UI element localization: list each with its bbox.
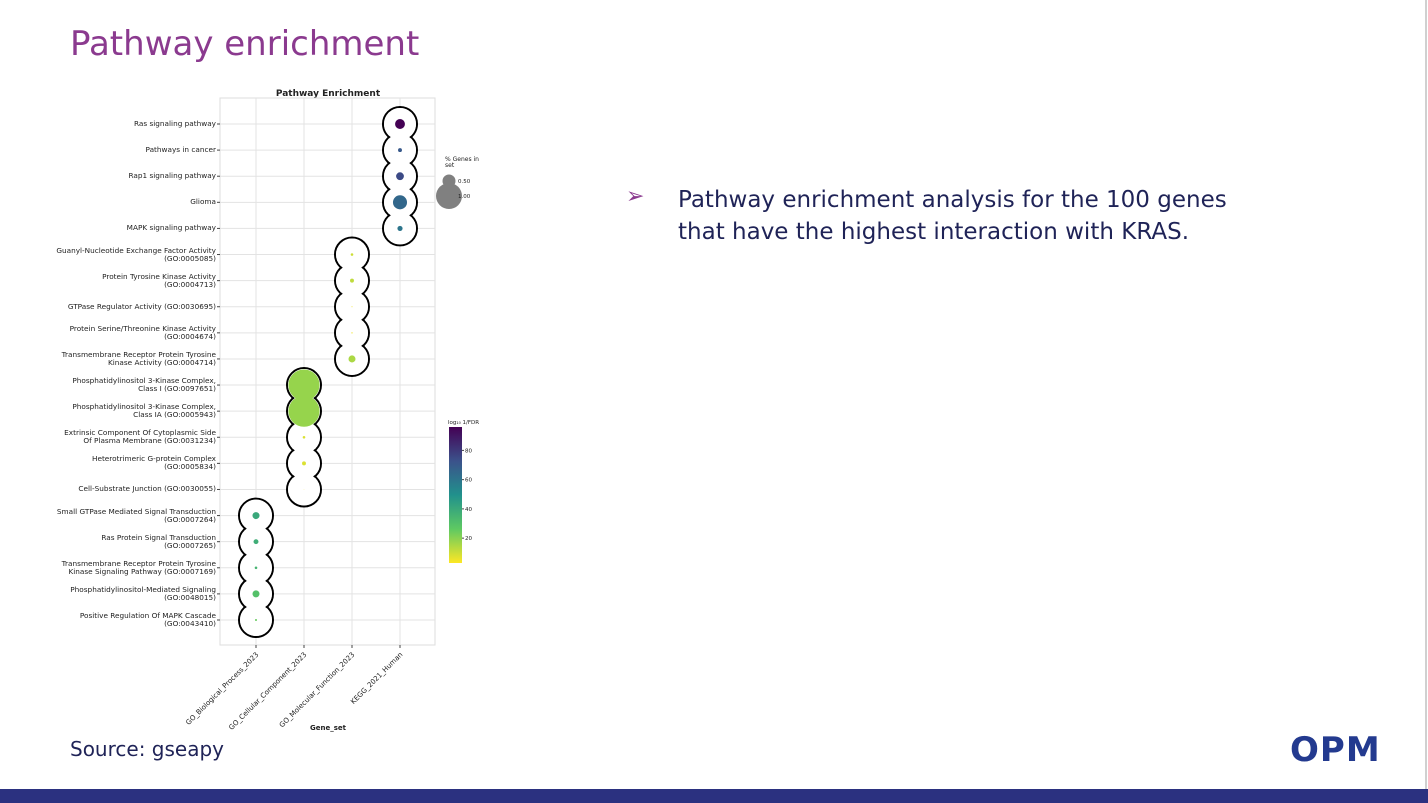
y-tick-label: MAPK signaling pathway — [126, 223, 216, 233]
size-legend-label: 0.50 — [458, 179, 471, 185]
dot — [398, 148, 402, 153]
colorbar-tick-label: 60 — [465, 478, 472, 484]
y-tick-label: GTPase Regulator Activity (GO:0030695) — [67, 301, 216, 311]
size-legend-label: 1.00 — [458, 194, 471, 200]
bullet-arrow: ➢ — [626, 184, 645, 209]
y-tick-label: Pathways in cancer — [145, 145, 217, 155]
slide-title: Pathway enrichment — [70, 24, 420, 64]
plot-frame — [219, 97, 436, 646]
dot — [302, 461, 306, 466]
y-tick-label: Protein Tyrosine Kinase Activity (GO:000… — [102, 271, 216, 289]
dot — [348, 355, 356, 363]
y-tick-label: Phosphatidylinositol-Mediated Signaling … — [70, 584, 216, 602]
dot — [350, 253, 354, 256]
y-tick-label: Ras Protein Signal Transduction (GO:0007… — [101, 532, 216, 550]
y-tick-label: Guanyl-Nucleotide Exchange Factor Activi… — [56, 245, 216, 263]
y-tick-label: Transmembrane Receptor Protein Tyrosine … — [61, 349, 216, 367]
dot — [254, 618, 258, 622]
footer-bar — [0, 789, 1428, 803]
y-tick-label: Cell-Substrate Junction (GO:0030055) — [78, 484, 216, 494]
size-legend-dot — [436, 183, 462, 209]
y-tick-label: Rap1 signaling pathway — [128, 171, 216, 181]
chart-title: Pathway Enrichment — [276, 89, 381, 99]
colorbar-tick-label: 80 — [465, 448, 472, 454]
y-tick-label: Ras signaling pathway — [133, 119, 216, 128]
dot — [397, 225, 403, 232]
y-tick-label: Extrinsic Component Of Cytoplasmic Side … — [64, 428, 216, 446]
dot — [351, 332, 353, 334]
x-tick-label: KEGG_2021_Human — [349, 651, 404, 706]
dot — [395, 119, 405, 129]
dot — [302, 435, 306, 439]
dot — [252, 590, 260, 598]
y-tick-label: Heterotrimeric G-protein Complex (GO:000… — [91, 454, 216, 472]
dot — [351, 306, 353, 308]
y-tick-label: Positive Regulation Of MAPK Cascade (GO:… — [79, 611, 216, 628]
dot — [254, 566, 258, 570]
x-axis-label: Gene_set — [310, 724, 347, 732]
dot — [288, 369, 320, 401]
dot — [252, 512, 260, 520]
dot — [253, 539, 259, 545]
colorbar-tick-label: 20 — [465, 536, 472, 542]
y-tick-label: Phosphatidylinositol 3-Kinase Complex, C… — [72, 402, 216, 420]
dot — [303, 489, 305, 490]
source-note: Source: gseapy — [70, 737, 224, 761]
dot — [392, 195, 408, 210]
colorbar-tick-label: 40 — [465, 507, 472, 513]
dot — [288, 395, 320, 427]
dot — [350, 278, 354, 283]
bullet-text: Pathway enrichment analysis for the 100 … — [678, 187, 1227, 245]
y-tick-label: Protein Serine/Threonine Kinase Activity… — [69, 323, 216, 341]
y-tick-label: Glioma — [190, 197, 216, 207]
colorbar — [449, 427, 462, 563]
dot — [396, 172, 404, 181]
x-tick-label: GO_Cellular_Component_2023 — [227, 651, 308, 732]
logo: OPM — [1290, 730, 1381, 770]
y-tick-label: Transmembrane Receptor Protein Tyrosine … — [61, 558, 216, 576]
y-tick-label: Phosphatidylinositol 3-Kinase Complex, C… — [72, 376, 216, 394]
colorbar-title: log₁₀ 1/FDR — [448, 420, 479, 426]
size-legend-title: % Genes in set — [445, 156, 479, 169]
slide-edge — [1425, 0, 1427, 789]
y-tick-label: Small GTPase Mediated Signal Transductio… — [56, 506, 216, 524]
